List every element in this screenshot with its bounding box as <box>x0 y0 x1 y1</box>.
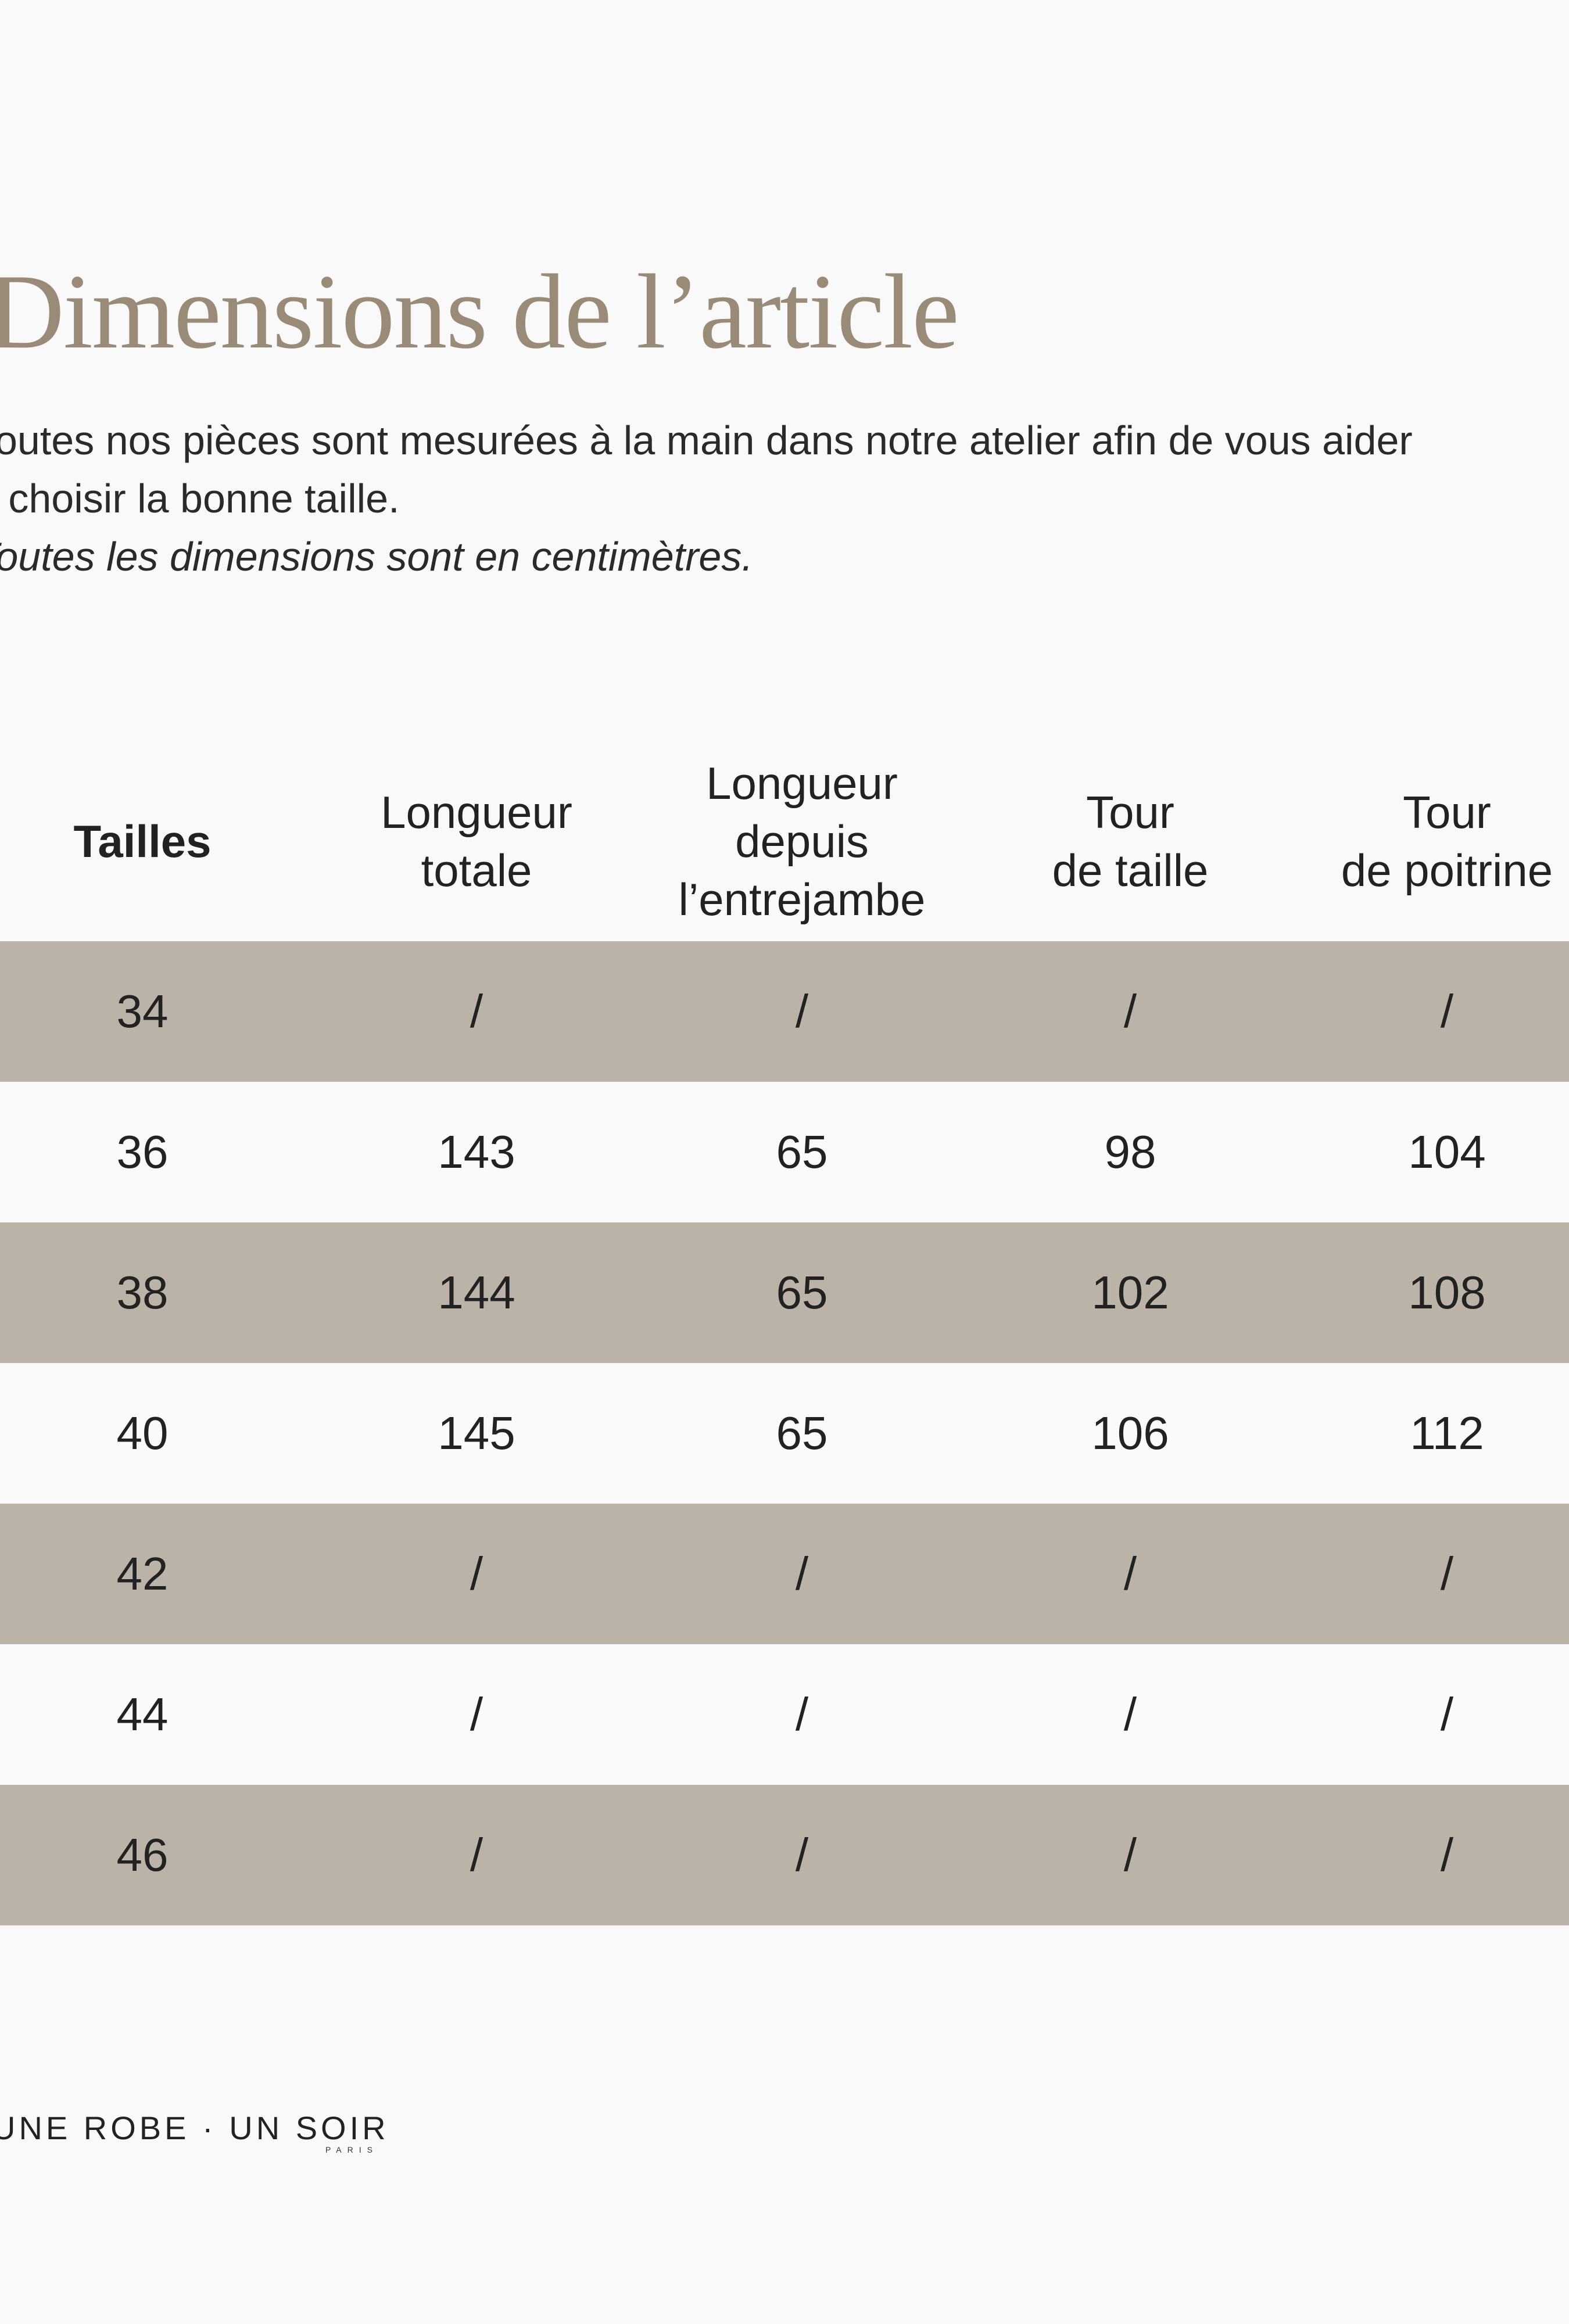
size-cell: 40 <box>0 1363 285 1504</box>
measure-cell: 144 <box>285 1222 668 1363</box>
measure-cell: / <box>668 1785 936 1925</box>
measure-cell: / <box>936 1504 1325 1644</box>
measure-cell: 145 <box>285 1363 668 1504</box>
table-row: 36 143 65 98 104 <box>0 1082 1569 1222</box>
header-row: Tailles Longueur totale Longueur depuis l’… <box>0 741 1569 941</box>
measure-cell: / <box>1325 941 1569 1082</box>
measure-cell: / <box>285 1644 668 1785</box>
measure-cell: 65 <box>668 1363 936 1504</box>
measure-cell: / <box>285 1504 668 1644</box>
table-body: 34// //36 143 65 98 104 38 144 65 102 108 40 145 65 10… <box>0 941 1569 1925</box>
measure-cell: 104 <box>1325 1082 1569 1222</box>
column-header: Tour de taille <box>1052 787 1209 896</box>
measure-cell: / <box>936 1785 1325 1925</box>
measure-cell: / <box>1325 1644 1569 1785</box>
table-row: 38 144 65 102 108 <box>0 1222 1569 1363</box>
brand-city: PARIS <box>325 2145 378 2154</box>
measure-cell: / <box>285 941 668 1082</box>
measure-cell: 108 <box>1325 1222 1569 1363</box>
size-cell: 36 <box>0 1082 285 1222</box>
intro-text: Toutes nos pièces sont mesurées à la mai… <box>0 418 1413 463</box>
column-header: Tailles <box>73 816 212 867</box>
brand-logo: UNE ROBE · UN SOIR <box>0 2110 389 2146</box>
table-row: 40 145 65 106 112 <box>0 1363 1569 1504</box>
intro-text: à choisir la bonne taille. <box>0 476 400 521</box>
size-cell: 34 <box>0 941 285 1082</box>
intro-note: Toutes les dimensions sont en centimètre… <box>0 534 753 579</box>
column-header: Longueur depuis l’entrejambe <box>678 758 926 925</box>
measure-cell: / <box>285 1785 668 1925</box>
table-row: 44// / / <box>0 1644 1569 1785</box>
measure-cell: / <box>668 941 936 1082</box>
size-cell: 42 <box>0 1504 285 1644</box>
measure-cell: 106 <box>936 1363 1325 1504</box>
measure-cell: 143 <box>285 1082 668 1222</box>
size-cell: 44 <box>0 1644 285 1785</box>
measure-cell: / <box>668 1644 936 1785</box>
size-cell: 38 <box>0 1222 285 1363</box>
page-title: Dimensions de l’article <box>0 252 959 371</box>
measure-cell: 65 <box>668 1222 936 1363</box>
size-cell: 46 <box>0 1785 285 1925</box>
measure-cell: / <box>668 1504 936 1644</box>
measure-cell: 112 <box>1325 1363 1569 1504</box>
column-header: Tour de poitrine <box>1341 787 1553 896</box>
table-row: 34// / / <box>0 941 1569 1082</box>
measure-cell: 65 <box>668 1082 936 1222</box>
measure-cell: / <box>936 941 1325 1082</box>
measure-cell: / <box>1325 1504 1569 1644</box>
column-header: Longueur totale <box>381 787 572 896</box>
measure-cell: / <box>936 1644 1325 1785</box>
measure-cell: / <box>1325 1785 1569 1925</box>
size-table: Tailles Longueur totale Longueur depuis l’… <box>0 741 1569 1925</box>
table-row: 46// / / <box>0 1785 1569 1925</box>
table-row: 42// / / <box>0 1504 1569 1644</box>
measure-cell: 98 <box>936 1082 1325 1222</box>
measure-cell: 102 <box>936 1222 1325 1363</box>
